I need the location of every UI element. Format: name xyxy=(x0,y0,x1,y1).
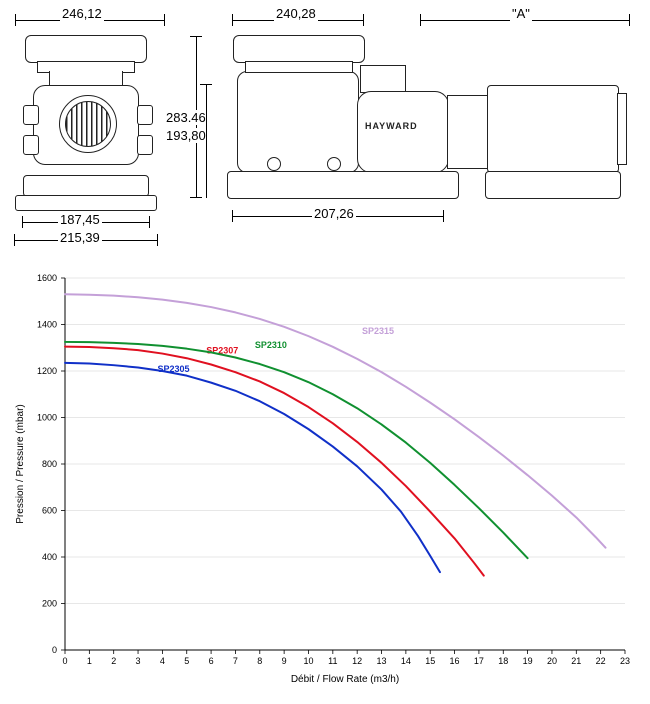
series-label-sp2315: SP2315 xyxy=(362,326,394,336)
x-tick-label: 4 xyxy=(160,656,165,666)
x-tick-label: 22 xyxy=(596,656,606,666)
y-tick-label: 600 xyxy=(42,506,57,516)
pump-side-view: HAYWARD xyxy=(215,35,625,215)
x-tick-label: 9 xyxy=(282,656,287,666)
x-tick-label: 11 xyxy=(328,656,337,666)
x-tick-label: 23 xyxy=(620,656,630,666)
y-tick-label: 200 xyxy=(42,599,57,609)
y-axis-label: Pression / Pressure (mbar) xyxy=(15,404,26,523)
x-tick-label: 0 xyxy=(62,656,67,666)
y-tick-label: 0 xyxy=(52,645,57,655)
x-tick-label: 16 xyxy=(450,656,460,666)
x-tick-label: 21 xyxy=(571,656,581,666)
dim-front-top: 246,12 xyxy=(60,6,104,21)
dim-side-base: 207,26 xyxy=(312,206,356,221)
dim-side-lid: 240,28 xyxy=(274,6,318,21)
technical-drawing: 246,12 187,45 215,39 HAYWARD 2 xyxy=(0,0,650,250)
dim-side-height-full: 283.46 xyxy=(164,110,208,125)
x-tick-label: 6 xyxy=(209,656,214,666)
x-tick-label: 5 xyxy=(184,656,189,666)
pump-front-view xyxy=(15,35,155,210)
y-tick-label: 400 xyxy=(42,552,57,562)
y-tick-label: 800 xyxy=(42,459,57,469)
x-tick-label: 17 xyxy=(474,656,484,666)
y-tick-label: 1400 xyxy=(37,320,57,330)
dim-side-height-body: 193,80 xyxy=(164,128,208,143)
x-tick-label: 15 xyxy=(425,656,435,666)
dim-side-a: "A" xyxy=(510,6,532,21)
y-tick-label: 1200 xyxy=(37,366,57,376)
dim-front-base-outer: 215,39 xyxy=(58,230,102,245)
x-tick-label: 14 xyxy=(401,656,411,666)
x-tick-label: 20 xyxy=(547,656,557,666)
x-tick-label: 10 xyxy=(303,656,313,666)
x-tick-label: 12 xyxy=(352,656,362,666)
x-tick-label: 19 xyxy=(523,656,533,666)
x-tick-label: 1 xyxy=(87,656,92,666)
x-tick-label: 13 xyxy=(377,656,387,666)
x-axis-label: Débit / Flow Rate (m3/h) xyxy=(291,674,399,685)
x-tick-label: 18 xyxy=(498,656,508,666)
x-tick-label: 3 xyxy=(136,656,141,666)
x-tick-label: 7 xyxy=(233,656,238,666)
brand-label: HAYWARD xyxy=(365,121,418,131)
x-tick-label: 2 xyxy=(111,656,116,666)
y-tick-label: 1600 xyxy=(37,273,57,283)
y-tick-label: 1000 xyxy=(37,413,57,423)
performance-chart: 0200400600800100012001400160001234567891… xyxy=(0,260,650,699)
series-label-sp2305: SP2305 xyxy=(158,364,190,374)
dim-front-base-inner: 187,45 xyxy=(58,212,102,227)
series-label-sp2310: SP2310 xyxy=(255,340,287,350)
x-tick-label: 8 xyxy=(257,656,262,666)
